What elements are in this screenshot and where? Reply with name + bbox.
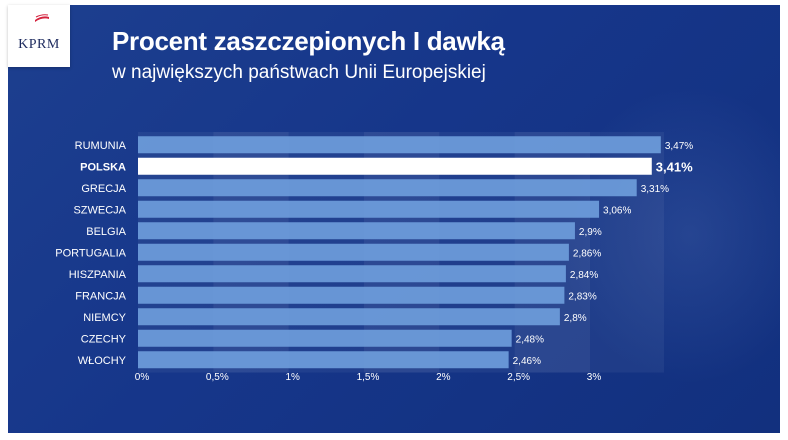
value-label: 3,47% — [665, 141, 693, 152]
bar-grecja — [138, 179, 637, 197]
category-label: FRANCJA — [75, 290, 126, 302]
bar-niemcy — [138, 308, 560, 326]
x-tick-label: 3% — [587, 372, 602, 383]
value-label: 2,9% — [579, 227, 602, 238]
category-label: NIEMCY — [83, 312, 126, 324]
category-label: RUMUNIA — [75, 140, 127, 152]
x-tick-label: 2,5% — [507, 372, 530, 383]
value-label: 3,31% — [641, 184, 669, 195]
x-tick-label: 1,5% — [357, 372, 380, 383]
bar-szwecja — [138, 200, 600, 218]
x-tick-label: 1% — [285, 372, 300, 383]
value-label: 2,84% — [570, 270, 598, 281]
category-label: CZECHY — [81, 333, 127, 345]
eagle-flag-icon — [35, 14, 49, 22]
bar-polska — [138, 157, 652, 175]
category-label: BELGIA — [86, 226, 126, 238]
bar-hiszpania — [138, 265, 566, 283]
value-label: 2,8% — [564, 313, 587, 324]
kprm-logo: KPRM — [8, 5, 70, 67]
x-tick-label: 0% — [135, 372, 150, 383]
value-label: 3,41% — [656, 159, 693, 174]
category-label: PORTUGALIA — [55, 247, 126, 259]
logo-text: KPRM — [18, 37, 60, 52]
bar-francja — [138, 286, 565, 304]
bar-czechy — [138, 329, 512, 347]
category-label: SZWECJA — [73, 204, 126, 216]
bar-rumunia — [138, 136, 661, 154]
value-label: 3,06% — [603, 205, 631, 216]
value-label: 2,48% — [516, 334, 544, 345]
category-label: WŁOCHY — [78, 355, 127, 367]
chart-title: Procent zaszczepionych I dawką — [112, 26, 505, 56]
value-label: 2,86% — [573, 248, 601, 259]
category-label: POLSKA — [80, 161, 126, 173]
x-tick-label: 0,5% — [206, 372, 229, 383]
bar-portugalia — [138, 243, 569, 261]
value-label: 2,46% — [513, 356, 541, 367]
bar-włochy — [138, 351, 509, 369]
bar-belgia — [138, 222, 575, 240]
x-tick-label: 2% — [436, 372, 451, 383]
category-label: HISZPANIA — [69, 269, 127, 281]
category-label: GRECJA — [81, 183, 126, 195]
value-label: 2,83% — [568, 291, 596, 302]
chart-subtitle: w największych państwach Unii Europejski… — [112, 62, 486, 83]
